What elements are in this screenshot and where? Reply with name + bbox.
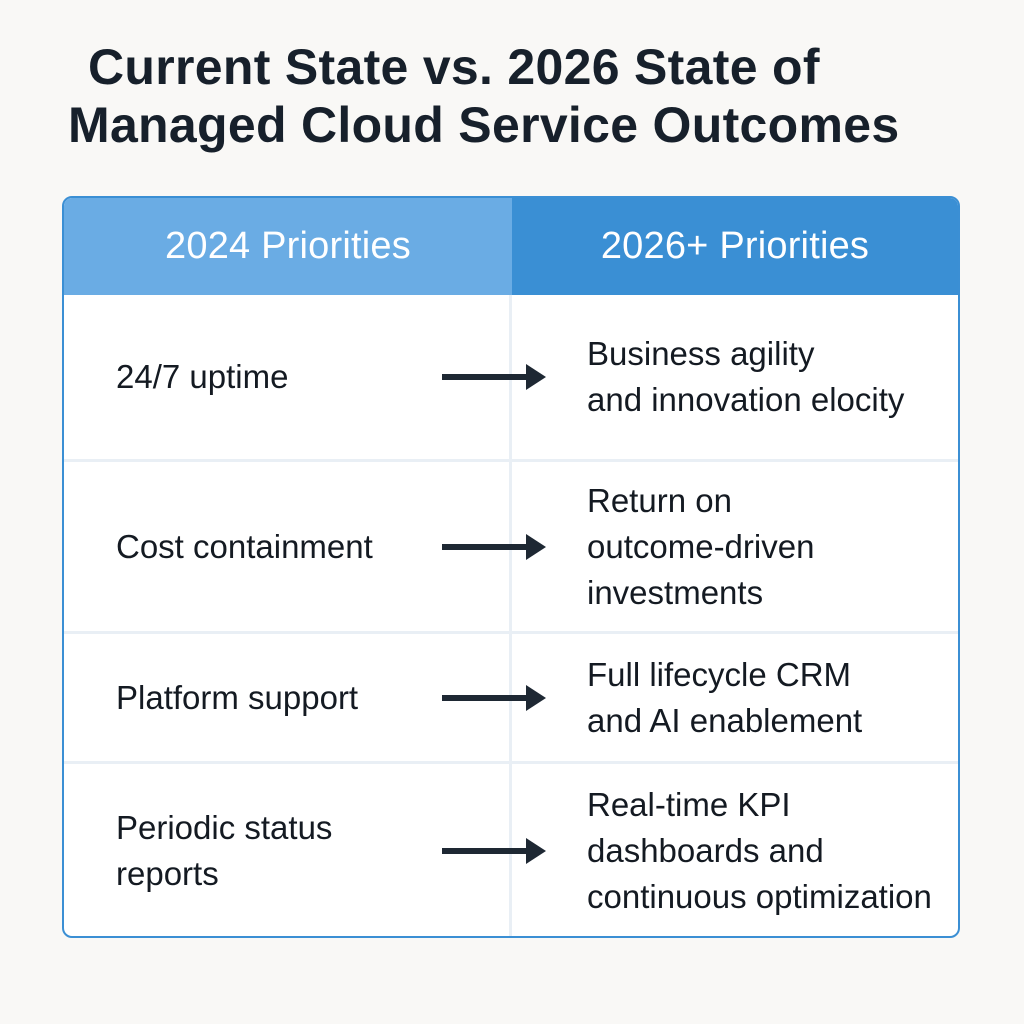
table-row: Platform support Full lifecycle CRM and … [64,631,958,761]
future-priority-cell: Return on outcome-driven investments [587,481,815,611]
future-priority-cell: Business agility and innovation elocity [587,335,905,418]
right-arrow-icon [442,684,546,711]
page-title: Current State vs. 2026 State of Managed … [68,38,968,154]
table-row: Cost containment Return on outcome-drive… [64,459,958,631]
title-line-1: Current State vs. 2026 State of [88,39,820,95]
right-arrow-icon [442,533,546,560]
future-priority-cell: Real-time KPI dashboards and continuous … [587,786,932,915]
right-arrow-icon [442,364,546,390]
current-priority-text: Platform support [116,678,359,716]
table-row: Periodic status reports Real-time KPI da… [64,761,958,936]
priorities-comparison-table: 2024 Priorities 2026+ Priorities 24/7 up… [62,196,960,938]
current-priority-cell: 24/7 uptime [64,295,546,459]
current-priority-text: Periodic status reports [116,809,333,892]
table-header: 2024 Priorities 2026+ Priorities [64,198,958,295]
title-line-2: Managed Cloud Service Outcomes [68,97,900,153]
current-priority-cell: Cost containment [64,462,546,631]
header-2026-priorities: 2026+ Priorities [512,198,958,295]
future-priority-cell: Full lifecycle CRM and AI enablement [587,655,863,739]
current-priority-cell: Platform support [64,634,546,761]
current-priority-cell: Periodic status reports [64,764,546,936]
current-priority-text: 24/7 uptime [116,358,289,395]
table-row: 24/7 uptime Business agility and innovat… [64,295,958,459]
current-priority-text: Cost containment [116,527,373,565]
right-arrow-icon [442,838,546,864]
header-2024-priorities: 2024 Priorities [64,198,512,295]
